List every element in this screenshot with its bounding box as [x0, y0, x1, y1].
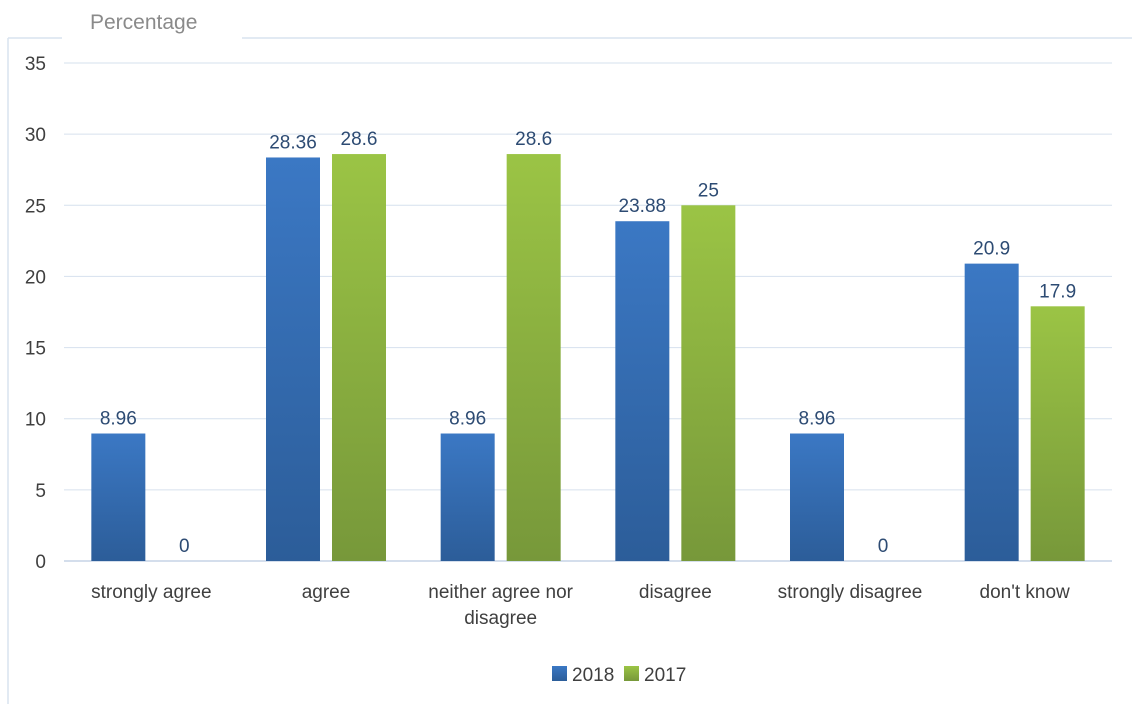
- y-tick-label-25: 25: [25, 196, 46, 217]
- bar-2018-strongly-disagree: [790, 433, 844, 561]
- data-label-2018-disagree: 23.88: [619, 196, 667, 217]
- y-tick-label-10: 10: [25, 410, 46, 431]
- bar-2017-agree: [332, 154, 386, 561]
- data-label-2017-agree: 28.6: [341, 129, 378, 150]
- y-axis-ticks: 0 5 10 15 20 25 30 35: [25, 54, 46, 573]
- legend-label-2017: 2017: [644, 665, 686, 686]
- category-label-agree: agree: [302, 582, 351, 603]
- data-label-2018-don-t-know: 20.9: [973, 239, 1010, 260]
- category-label-disagree: disagree: [639, 582, 712, 603]
- bar-2018-agree: [266, 157, 320, 561]
- bar-2017-don-t-know: [1030, 306, 1085, 561]
- category-label-strongly-disagree: strongly disagree: [778, 582, 923, 603]
- data-label-2017-don-t-know: 17.9: [1039, 281, 1076, 302]
- bar-2018-disagree: [615, 221, 670, 561]
- bar-2017-neither-agree-nor-disagree: [506, 154, 561, 561]
- data-label-2017-disagree: 25: [698, 180, 719, 201]
- data-labels: 8.96 0 28.36 28.6 8.96 28.6 23.88 25 8.96 0 20.9 17…: [100, 129, 1076, 557]
- data-label-2018-agree: 28.36: [269, 132, 317, 153]
- y-axis-title: Percentage: [90, 11, 197, 34]
- data-label-2018-neither-agree-nor-disagree: 8.96: [449, 409, 486, 430]
- bar-2018-neither-agree-nor-disagree: [440, 433, 495, 561]
- gridlines: [64, 62, 1112, 562]
- y-tick-label-30: 30: [25, 125, 46, 146]
- category-label-don-t-know: don't know: [980, 582, 1071, 603]
- y-tick-label-20: 20: [25, 267, 46, 288]
- legend-label-2018: 2018: [572, 665, 614, 686]
- category-label-neither-agree-nor-disagree: neither agree nor disagree: [428, 582, 573, 629]
- y-tick-label-35: 35: [25, 54, 46, 75]
- bar-2018-strongly-agree: [91, 433, 146, 561]
- data-label-2017-neither-agree-nor-disagree: 28.6: [515, 129, 552, 150]
- y-tick-label-5: 5: [35, 481, 46, 502]
- category-label-strongly-agree: strongly agree: [91, 582, 211, 603]
- legend-swatch-2018: [552, 666, 567, 681]
- legend-swatch-2017: [624, 666, 639, 681]
- data-label-2017-strongly-agree: 0: [179, 536, 190, 557]
- y-tick-label-15: 15: [25, 339, 46, 360]
- bar-2017-disagree: [681, 205, 736, 562]
- y-tick-label-0: 0: [35, 552, 46, 573]
- bar-2018-don-t-know: [964, 263, 1019, 561]
- bars: [91, 154, 1085, 562]
- legend: 2018 2017: [552, 665, 686, 686]
- chart-frame: [7, 37, 1132, 704]
- data-label-2018-strongly-disagree: 8.96: [799, 409, 836, 430]
- data-label-2018-strongly-agree: 8.96: [100, 409, 137, 430]
- x-axis-categories: strongly agree agree neither agree nor disa…: [91, 582, 1070, 629]
- data-label-2017-strongly-disagree: 0: [878, 536, 889, 557]
